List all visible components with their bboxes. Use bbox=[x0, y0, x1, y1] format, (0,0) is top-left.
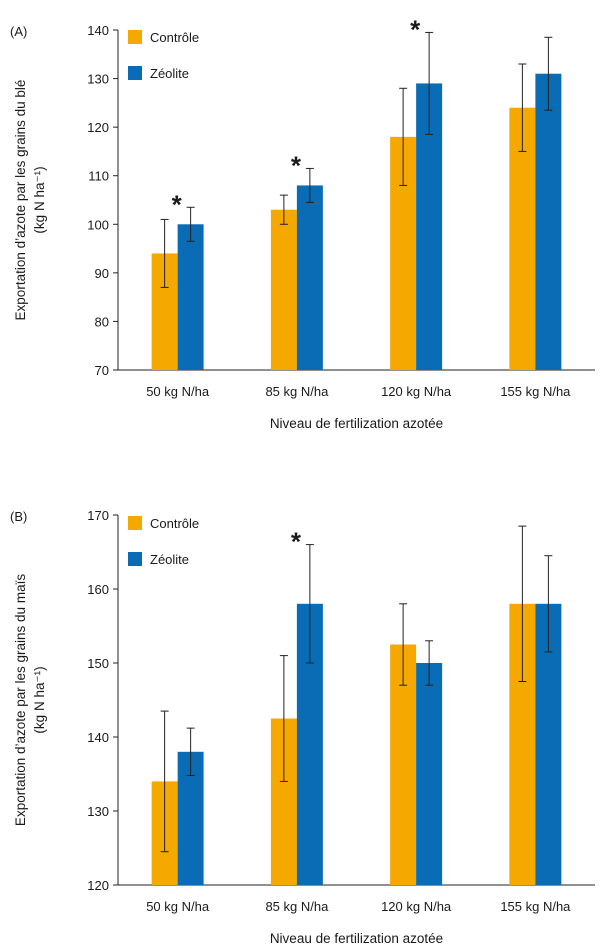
y-axis-title-line: Exportation d’azote par les grains du ma… bbox=[13, 574, 28, 826]
panel-label: (A) bbox=[10, 24, 27, 39]
bar-zeolite bbox=[177, 224, 204, 370]
y-tick-label: 120 bbox=[87, 120, 109, 135]
x-axis-title: Niveau de fertilization azotée bbox=[270, 931, 443, 946]
x-tick-label: 120 kg N/ha bbox=[381, 899, 452, 914]
x-tick-label: 120 kg N/ha bbox=[381, 384, 452, 399]
significance-marker: * bbox=[291, 527, 302, 557]
y-tick-label: 70 bbox=[95, 363, 109, 378]
y-axis-title-line: (kg N ha⁻¹) bbox=[32, 166, 47, 233]
x-tick-label: 155 kg N/ha bbox=[500, 384, 571, 399]
significance-marker: * bbox=[291, 150, 302, 180]
x-tick-label: 155 kg N/ha bbox=[500, 899, 571, 914]
chart-panel-1: (B) 120 130 140 150 160 170 50 kg N/ha * 85 kg N/… bbox=[10, 508, 595, 946]
y-tick-label: 140 bbox=[87, 730, 109, 745]
x-tick-label: 50 kg N/ha bbox=[146, 899, 210, 914]
x-tick-label: 50 kg N/ha bbox=[146, 384, 210, 399]
y-tick-label: 100 bbox=[87, 217, 109, 232]
legend-label: Zéolite bbox=[150, 66, 189, 81]
y-axis-title-line: Exportation d’azote par les grains du bl… bbox=[13, 80, 28, 321]
significance-marker: * bbox=[172, 189, 183, 219]
legend-swatch-controle bbox=[128, 516, 142, 530]
y-tick-label: 170 bbox=[87, 508, 109, 523]
y-tick-label: 140 bbox=[87, 23, 109, 38]
legend-label: Zéolite bbox=[150, 552, 189, 567]
x-tick-label: 85 kg N/ha bbox=[265, 384, 329, 399]
chart-panel-0: (A) 70 80 90 100 110 120 130 140 * 50 kg N/ha * 85 k… bbox=[10, 14, 595, 431]
y-axis-title: Exportation d’azote par les grains du bl… bbox=[13, 80, 47, 321]
y-tick-label: 80 bbox=[95, 314, 109, 329]
y-tick-label: 150 bbox=[87, 656, 109, 671]
bar-zeolite bbox=[416, 663, 443, 885]
legend-swatch-controle bbox=[128, 30, 142, 44]
y-tick-label: 130 bbox=[87, 804, 109, 819]
bar-controle bbox=[270, 209, 297, 370]
y-tick-label: 120 bbox=[87, 878, 109, 893]
bar-zeolite bbox=[296, 185, 323, 370]
x-axis-title: Niveau de fertilization azotée bbox=[270, 416, 443, 431]
significance-marker: * bbox=[410, 14, 421, 44]
legend-swatch-zeolite bbox=[128, 66, 142, 80]
legend-label: Contrôle bbox=[150, 30, 199, 45]
panel-label: (B) bbox=[10, 509, 27, 524]
y-tick-label: 110 bbox=[88, 169, 109, 184]
y-tick-label: 130 bbox=[87, 72, 109, 87]
x-tick-label: 85 kg N/ha bbox=[265, 899, 329, 914]
y-axis-title: Exportation d’azote par les grains du ma… bbox=[13, 574, 47, 826]
y-tick-label: 160 bbox=[87, 582, 109, 597]
y-axis-title-line: (kg N ha⁻¹) bbox=[32, 666, 47, 733]
legend-label: Contrôle bbox=[150, 516, 199, 531]
y-tick-label: 90 bbox=[95, 266, 109, 281]
bar-zeolite bbox=[535, 73, 562, 370]
legend-swatch-zeolite bbox=[128, 552, 142, 566]
